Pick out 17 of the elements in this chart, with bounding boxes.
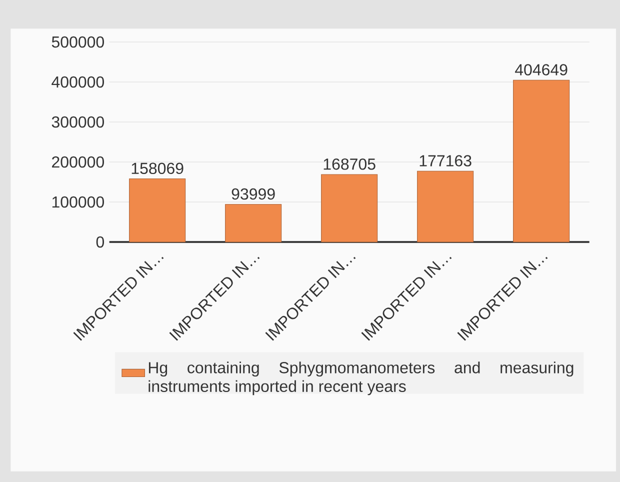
data-label: 404649 xyxy=(515,64,568,76)
bar xyxy=(417,170,474,242)
legend-label: Hg containing Sphygmomanometers and measuring instruments imported in recent years xyxy=(148,362,574,396)
data-label: 168705 xyxy=(324,158,376,170)
bar xyxy=(321,174,378,242)
y-tick-label: 200000 xyxy=(52,156,104,168)
data-label: 93999 xyxy=(232,188,275,200)
bar xyxy=(225,204,282,242)
y-tick-label: 0 xyxy=(96,236,104,248)
y-tick-label: 400000 xyxy=(52,76,104,88)
bar xyxy=(129,178,186,242)
data-label: 158069 xyxy=(132,162,184,174)
data-label: 177163 xyxy=(420,155,472,166)
y-tick-label: 500000 xyxy=(52,36,104,48)
y-tick-label: 300000 xyxy=(52,116,104,128)
y-tick-label: 100000 xyxy=(52,196,104,208)
bar xyxy=(513,80,570,242)
